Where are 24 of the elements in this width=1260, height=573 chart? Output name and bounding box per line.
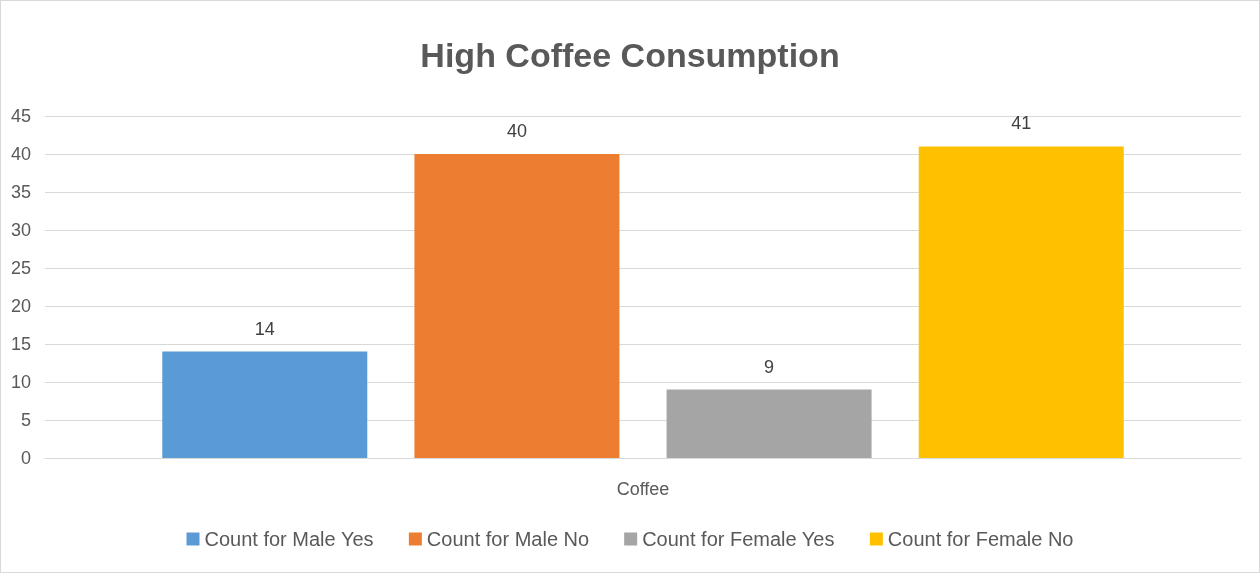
y-tick-label: 25 <box>10 258 31 278</box>
x-tick-label: Coffee <box>616 479 670 499</box>
data-label: 9 <box>764 356 775 377</box>
legend-label: Count for Female Yes <box>642 528 835 550</box>
legend-label: Count for Male Yes <box>204 528 374 550</box>
y-tick-label: 30 <box>10 220 31 240</box>
y-tick-label: 0 <box>20 448 31 468</box>
bar <box>918 146 1124 458</box>
bar <box>666 389 872 458</box>
y-tick-label: 35 <box>10 182 31 202</box>
y-tick-label: 10 <box>10 372 31 392</box>
data-label: 41 <box>1011 113 1032 134</box>
y-tick-label: 45 <box>10 106 31 126</box>
y-tick-label: 15 <box>10 334 31 354</box>
legend-label: Count for Male No <box>426 528 590 550</box>
bar <box>414 154 620 458</box>
y-tick-label: 40 <box>10 144 31 164</box>
y-tick-label: 20 <box>10 296 31 316</box>
y-tick-label: 5 <box>20 410 31 430</box>
data-label: 40 <box>506 121 527 141</box>
data-label: 14 <box>254 318 275 339</box>
legend-label: Count for Female No <box>887 528 1074 550</box>
chart-title: High Coffee Consumption <box>420 36 840 74</box>
bar <box>162 351 368 458</box>
